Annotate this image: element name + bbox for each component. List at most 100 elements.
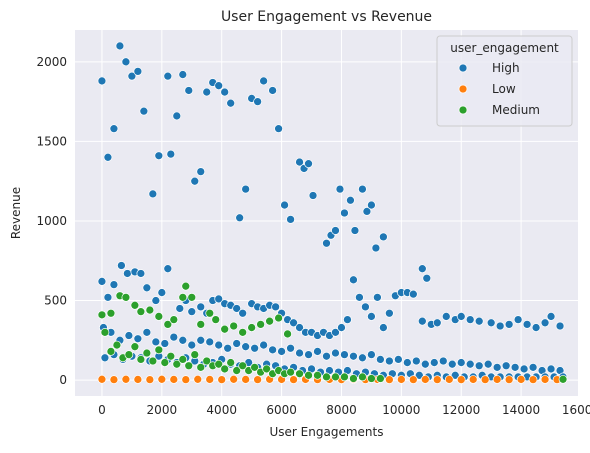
data-point: [349, 351, 358, 361]
data-point: [232, 366, 242, 375]
data-point: [385, 308, 394, 318]
data-point: [474, 361, 484, 371]
data-point: [510, 363, 520, 372]
data-point: [145, 305, 155, 315]
data-point: [223, 343, 233, 353]
data-point: [394, 355, 403, 364]
data-point: [181, 375, 191, 384]
data-point: [100, 327, 110, 337]
data-point: [495, 321, 505, 331]
data-point: [151, 337, 161, 347]
data-point: [130, 342, 140, 352]
data-point: [133, 67, 143, 76]
data-point: [202, 356, 212, 366]
data-point: [555, 321, 565, 331]
data-point: [196, 320, 206, 329]
data-point: [522, 320, 532, 329]
data-point: [172, 359, 182, 369]
data-point: [340, 350, 349, 359]
data-point: [196, 363, 206, 372]
data-point: [531, 323, 541, 332]
data-point: [335, 184, 345, 194]
data-point: [480, 375, 490, 384]
data-point: [358, 372, 367, 382]
data-point: [540, 318, 550, 328]
data-point: [265, 316, 274, 326]
data-point: [358, 184, 367, 194]
data-point: [304, 159, 313, 169]
data-point: [286, 343, 295, 353]
data-point: [289, 318, 298, 328]
data-point: [367, 200, 376, 210]
data-point: [214, 81, 224, 91]
data-point: [308, 191, 318, 200]
data-point: [241, 375, 251, 384]
data-point: [322, 238, 331, 248]
data-point: [367, 350, 376, 359]
data-point: [295, 369, 304, 379]
data-point: [444, 375, 454, 384]
data-point: [145, 375, 155, 384]
data-point: [187, 292, 197, 302]
data-point: [376, 374, 385, 383]
data-point: [422, 273, 432, 283]
data-points: [97, 41, 568, 384]
data-point: [304, 350, 313, 359]
data-point: [268, 86, 277, 95]
data-point: [154, 312, 164, 321]
data-point: [417, 264, 427, 274]
data-point: [432, 318, 442, 328]
data-point: [205, 308, 215, 318]
data-point: [492, 375, 502, 384]
data-point: [178, 70, 188, 79]
data-point: [337, 323, 346, 332]
data-point: [346, 195, 355, 205]
data-point: [385, 375, 394, 384]
legend-label-low: Low: [492, 82, 516, 96]
data-point: [238, 308, 248, 318]
data-point: [247, 323, 256, 332]
data-point: [468, 375, 478, 384]
data-point: [504, 320, 514, 329]
data-point: [109, 375, 119, 384]
data-point: [361, 302, 370, 312]
data-point: [379, 323, 388, 332]
y-tick-label: 2000: [36, 55, 67, 69]
data-point: [256, 320, 265, 329]
data-point: [465, 359, 475, 369]
data-point: [121, 292, 131, 302]
data-point: [109, 280, 119, 289]
data-point: [408, 375, 418, 384]
data-point: [274, 124, 283, 134]
data-point: [202, 87, 212, 97]
data-point: [232, 339, 242, 348]
data-point: [97, 277, 107, 286]
data-point: [558, 374, 568, 384]
legend-marker-low: [458, 84, 468, 94]
data-point: [420, 375, 430, 384]
data-point: [172, 111, 182, 121]
data-point: [193, 374, 203, 384]
data-point: [331, 348, 340, 358]
data-point: [127, 71, 137, 81]
data-point: [441, 312, 451, 321]
data-point: [220, 324, 230, 334]
data-point: [103, 152, 113, 162]
data-point: [139, 106, 149, 116]
y-tick-label: 0: [59, 373, 67, 387]
data-point: [187, 307, 197, 317]
data-point: [340, 372, 349, 382]
data-point: [169, 375, 179, 384]
legend-marker-high: [458, 63, 468, 73]
data-point: [109, 124, 119, 134]
data-point: [103, 292, 113, 302]
data-point: [250, 363, 259, 372]
data-point: [163, 71, 173, 81]
data-point: [187, 340, 197, 350]
x-tick-label: 2000: [147, 403, 178, 417]
data-point: [277, 347, 286, 356]
data-point: [504, 375, 514, 384]
y-tick-label: 1000: [36, 214, 67, 228]
x-axis-label: User Engagements: [270, 425, 384, 439]
data-point: [112, 340, 122, 350]
